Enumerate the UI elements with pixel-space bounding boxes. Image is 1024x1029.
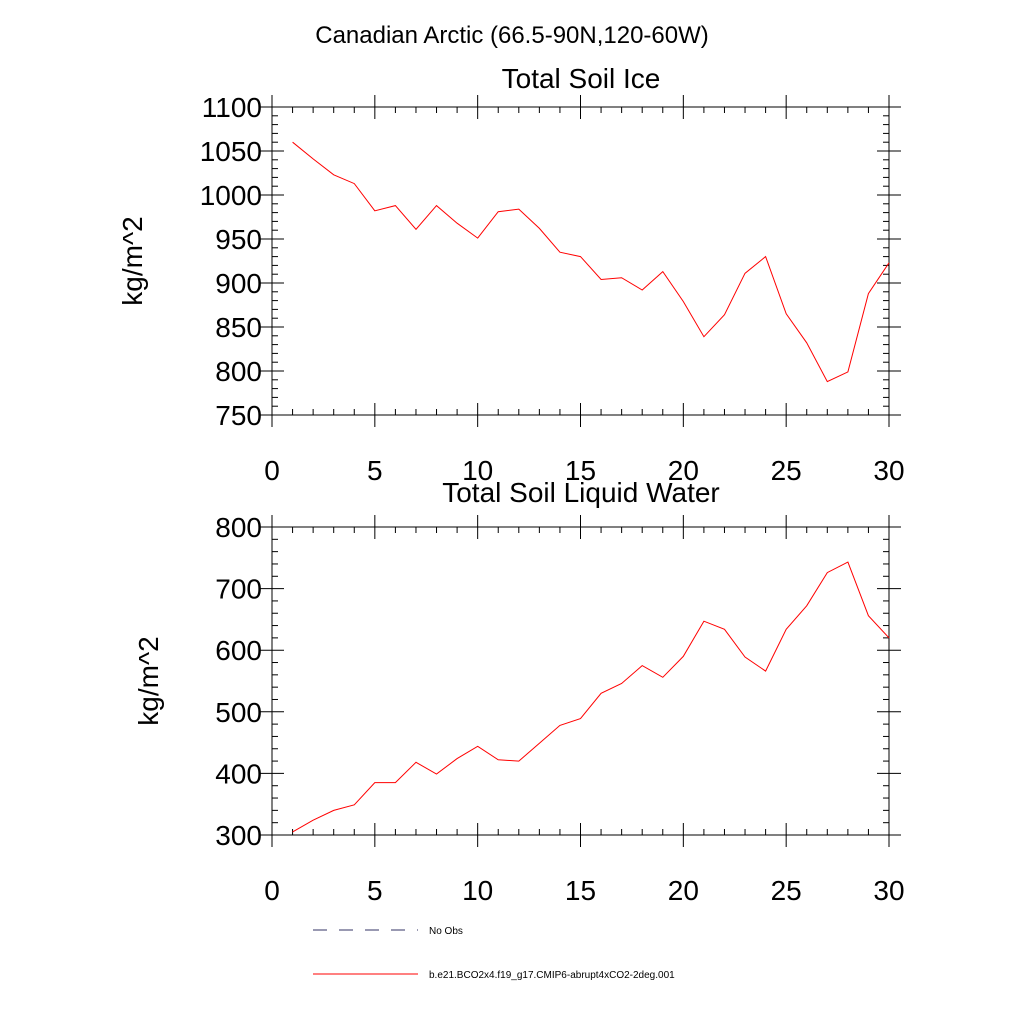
x-tick-label: 25: [771, 875, 802, 906]
y-tick-label: 800: [215, 512, 262, 543]
x-tick-label: 0: [264, 455, 280, 486]
x-tick-label: 15: [565, 455, 596, 486]
axis-ticks: [260, 515, 901, 847]
x-tick-label: 15: [565, 875, 596, 906]
y-tick-label: 850: [215, 312, 262, 343]
legend: No Obs b.e21.BCO2x4.f19_g17.CMIP6-abrupt…: [313, 926, 675, 981]
series-line: [292, 141, 890, 383]
panel-title: Total Soil Ice: [502, 63, 661, 94]
y-tick-label: 800: [215, 356, 262, 387]
x-tick-label: 30: [873, 875, 904, 906]
x-tick-label: 5: [367, 875, 383, 906]
y-tick-label: 1100: [202, 92, 262, 123]
series-lines: [292, 141, 890, 383]
panel-title: Total Soil Liquid Water: [442, 477, 720, 508]
y-tick-label: 500: [215, 697, 262, 728]
x-tick-label: 5: [367, 455, 383, 486]
y-tick-label: 700: [215, 574, 262, 605]
y-tick-label: 750: [215, 400, 262, 431]
x-tick-label: 10: [462, 875, 493, 906]
legend-label-no-obs: No Obs: [429, 926, 463, 937]
tick-labels: 0 5 10 15 20 25 30 750 800 850 900 950 1000 1050 1100: [200, 92, 905, 486]
figure-title: Canadian Arctic (66.5-90N,120-60W): [315, 22, 709, 49]
y-tick-label: 900: [215, 268, 262, 299]
y-tick-label: 400: [215, 758, 262, 789]
y-tick-label: 1000: [200, 180, 262, 211]
plot-frame: [271, 106, 890, 416]
tick-labels: 0 5 10 15 20 25 30 300 400 500 600 700 800: [215, 512, 904, 906]
y-tick-label: 950: [215, 224, 262, 255]
y-tick-label: 1050: [200, 136, 262, 167]
axis-ticks: [260, 95, 901, 427]
x-tick-label: 10: [462, 455, 493, 486]
panel-total-soil-ice: Total Soil Ice kg/m^2 0 5 10 15 20 25 30 750 800…: [117, 63, 905, 486]
series-line: [292, 561, 890, 833]
y-axis-label: kg/m^2: [133, 636, 164, 725]
y-tick-label: 600: [215, 635, 262, 666]
x-tick-label: 20: [668, 455, 699, 486]
x-tick-label: 0: [264, 875, 280, 906]
x-tick-label: 30: [873, 455, 904, 486]
panel-total-soil-liquid-water: Total Soil Liquid Water kg/m^2 0 5 10 15 20 2…: [133, 477, 905, 906]
y-tick-label: 300: [215, 820, 262, 851]
x-tick-label: 25: [771, 455, 802, 486]
series-lines: [292, 561, 890, 833]
x-tick-label: 20: [668, 875, 699, 906]
legend-label-model: b.e21.BCO2x4.f19_g17.CMIP6-abrupt4xCO2-2…: [429, 970, 675, 981]
plot-frame: [271, 526, 890, 836]
y-axis-label: kg/m^2: [117, 216, 148, 305]
